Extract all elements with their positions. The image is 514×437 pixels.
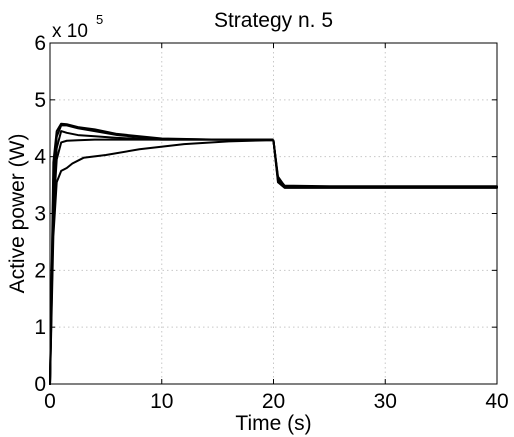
x-tick-label: 20 [262,390,285,413]
y-multiplier: x 10 [52,21,88,42]
series-line-5 [49,139,498,385]
axis-ticks [49,42,498,385]
y-tick-label: 3 [34,203,46,226]
x-tick-label: 0 [44,390,56,413]
series-lines [49,122,498,385]
chart-title: Strategy n. 5 [214,9,333,32]
x-tick-label: 30 [374,390,397,413]
y-tick-label: 5 [34,89,46,112]
tick-labels: 0 10 20 30 40 0 1 2 3 4 5 6 [34,32,508,413]
plot-frame [49,42,498,385]
grid-lines [50,43,497,384]
y-tick-label: 1 [34,316,46,339]
y-axis-label: Active power (W) [6,134,29,294]
x-axis-label: Time (s) [235,412,311,435]
y-tick-label: 0 [34,373,46,396]
y-tick-label: 4 [34,146,46,169]
series-line-4 [49,138,498,385]
y-tick-label: 6 [34,32,46,55]
y-tick-label: 2 [34,259,46,282]
y-multiplier-exponent: 5 [96,12,103,27]
x-tick-label: 10 [150,390,173,413]
x-tick-label: 40 [485,390,508,413]
